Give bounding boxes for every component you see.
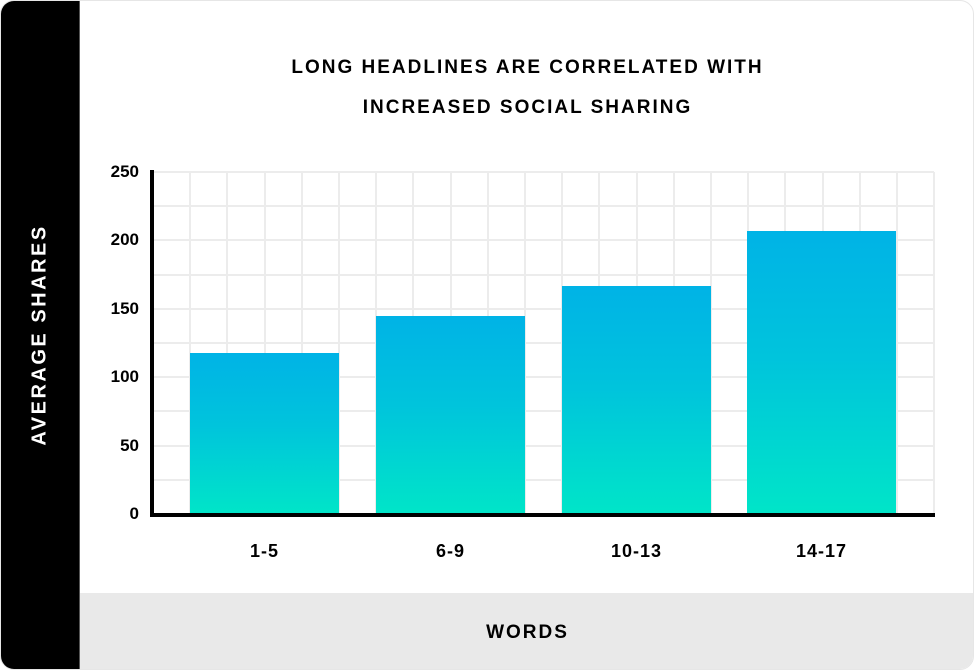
y-axis-line [150,170,154,517]
bar-10-13 [562,285,711,514]
x-tick-label: 6-9 [435,541,465,561]
plot-area [153,171,936,514]
bar-6-9 [376,315,525,514]
grid-line-horizontal [153,205,934,208]
y-tick-label: 0 [129,504,139,523]
x-axis-label: WORDS [486,622,569,643]
grid-line-horizontal [153,410,934,413]
y-tick-label: 150 [110,298,139,318]
bar-1-5 [190,352,339,514]
grid-line-horizontal [153,273,934,276]
x-tick-label: 1-5 [249,541,279,561]
y-tick-label: 100 [110,367,139,387]
x-tick-label: 14-17 [795,541,848,561]
y-tick-label: 200 [110,230,139,250]
y-tick-label: 250 [110,162,139,181]
y-tick-label: 50 [120,435,139,455]
grid-line-horizontal [153,376,934,379]
grid-line-horizontal [153,342,934,344]
x-axis-line [150,513,935,517]
grid-line-horizontal [153,239,934,242]
grid-line-vertical [933,172,936,514]
grid-line-horizontal [153,307,934,310]
bar-14-17 [747,230,896,514]
y-axis-label-panel: AVERAGE SHARES [1,1,80,669]
y-axis-label: AVERAGE SHARES [28,224,51,446]
x-axis-label-panel: WORDS [80,593,973,669]
grid-line-horizontal [153,171,934,173]
grid-line-horizontal [153,478,934,481]
grid-line-horizontal [153,444,934,447]
x-tick-label: 10-13 [610,541,663,561]
chart-title-line-2: INCREASED SOCIAL SHARING [362,97,693,118]
chart-title-line-1: LONG HEADLINES ARE CORRELATED WITH [291,57,764,78]
